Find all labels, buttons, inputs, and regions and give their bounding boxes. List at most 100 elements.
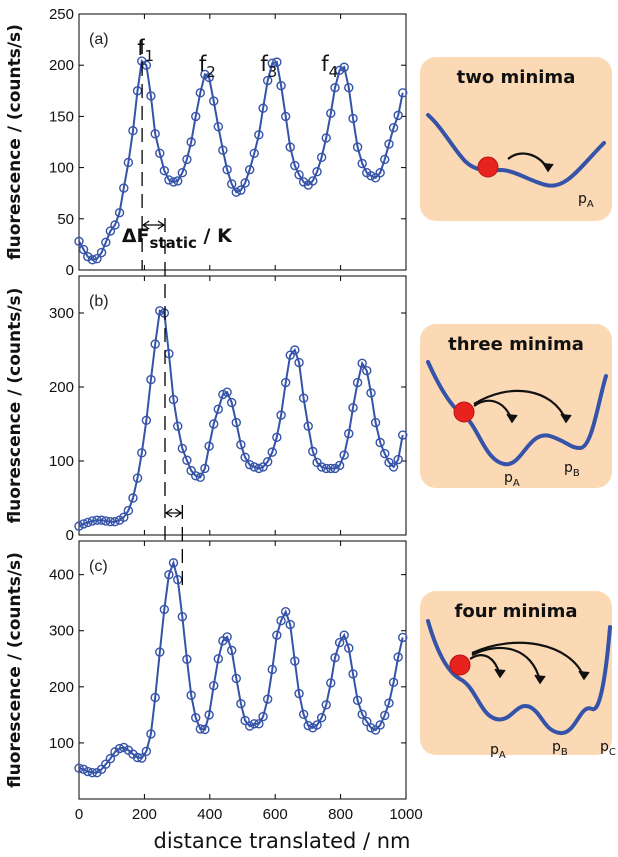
data-point (290, 345, 300, 355)
data-point (312, 166, 322, 177)
data-point (155, 306, 165, 316)
data-point (321, 463, 331, 474)
data-point (285, 142, 295, 152)
data-point (204, 441, 214, 451)
data-point (316, 462, 327, 472)
data-point (222, 387, 232, 397)
data-point (366, 388, 376, 398)
data-point (110, 220, 120, 230)
data-point (244, 164, 255, 175)
data-point (357, 709, 367, 720)
arrow-head (542, 162, 554, 173)
data-point (209, 681, 219, 691)
data-point (344, 643, 354, 653)
series-line (78, 59, 404, 261)
data-point (218, 145, 228, 155)
data-point (182, 455, 192, 465)
inset-title: four minima (455, 601, 578, 622)
data-point (150, 692, 160, 703)
data-point (290, 160, 300, 171)
data-point (312, 720, 322, 730)
data-point (96, 515, 107, 525)
data-point (357, 158, 367, 169)
data-point (276, 80, 286, 91)
y-tick-label: 100 (49, 453, 74, 470)
panel-3: 100 200 300 400 0 200 400 600 800 1000 fluorescenc… (5, 540, 423, 823)
data-point (137, 753, 147, 763)
peak-label: f3 (260, 52, 277, 81)
arrow-head (142, 220, 150, 230)
data-point (146, 374, 156, 385)
plot-frame (78, 275, 407, 536)
data-point (398, 88, 408, 98)
data-point (128, 126, 138, 136)
data-point (285, 350, 295, 360)
data-point (334, 460, 345, 471)
data-point (262, 457, 273, 467)
data-point (375, 437, 385, 448)
data-point (78, 244, 89, 255)
data-point (101, 237, 111, 248)
data-point (96, 247, 107, 258)
data-point (249, 462, 259, 472)
y-axis-title: fluorescence / (counts/s) (5, 288, 25, 524)
y-axis-title: fluorescence / (counts/s) (5, 24, 25, 260)
data-point (326, 463, 336, 474)
data-point (258, 462, 268, 472)
data-point (262, 694, 273, 704)
data-point (249, 719, 259, 729)
data-point (132, 752, 143, 763)
y-tick-label: 200 (49, 57, 74, 74)
data-point (150, 129, 160, 139)
data-point (182, 654, 192, 665)
data-point (164, 569, 174, 580)
data-point (308, 446, 318, 457)
data-point (388, 122, 399, 133)
x-axis-title: distance translated / nm (153, 829, 410, 853)
panels: 0 50 100 150 200 250 fluorescence / (counts/s)… (5, 6, 423, 823)
data-point (316, 712, 327, 723)
data-point (119, 742, 129, 753)
y-axis-title: fluorescence / (counts/s) (5, 552, 25, 788)
data-point (316, 152, 327, 163)
data-point (195, 88, 206, 98)
data-point (74, 763, 84, 773)
data-point (92, 254, 102, 264)
data-point (155, 148, 165, 158)
data-point (339, 630, 349, 640)
arrow-head (174, 508, 183, 518)
panel-label: (a) (89, 31, 109, 48)
y-tick-label: 0 (66, 262, 74, 279)
data-point (191, 712, 201, 723)
data-point (352, 142, 363, 152)
data-point (177, 612, 188, 622)
data-point (195, 472, 206, 482)
data-point (244, 721, 255, 731)
arrow-head (578, 670, 590, 681)
data-point (186, 690, 196, 700)
data-point (227, 179, 237, 189)
data-point (258, 103, 268, 113)
y-tick-label: 200 (49, 679, 74, 696)
inset-title: two minima (457, 67, 576, 88)
data-point (200, 463, 210, 474)
panel-1: 0 50 100 150 200 250 fluorescence / (counts/s)… (5, 6, 408, 279)
data-point (236, 440, 246, 450)
data-point (92, 515, 102, 525)
data-point (191, 111, 201, 122)
data-point (375, 720, 385, 730)
data-point (87, 516, 98, 526)
data-point (213, 654, 224, 664)
potential-curve (426, 619, 612, 735)
data-point (321, 133, 331, 143)
data-point (357, 358, 367, 369)
data-point (222, 164, 232, 175)
data-point (348, 403, 358, 413)
data-point (249, 148, 259, 158)
data-point (330, 652, 340, 663)
arrow-head (494, 668, 506, 679)
data-point (191, 471, 201, 481)
data-point (366, 723, 376, 733)
